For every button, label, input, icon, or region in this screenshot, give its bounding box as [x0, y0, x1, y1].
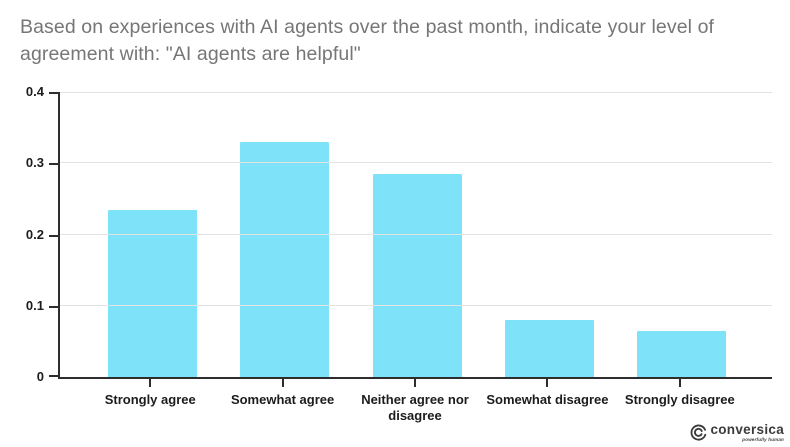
y-tick-label: 0.1: [25, 297, 44, 313]
bar: [107, 209, 197, 377]
gridline: [60, 162, 772, 164]
x-axis-labels: Strongly agree Somewhat agree Neither agre…: [84, 379, 746, 424]
x-tick-label-text: Neither agree nor disagree: [361, 392, 469, 423]
conversica-logo-tagline: powerfully human: [742, 437, 784, 442]
y-tick-label: 0.4: [25, 84, 44, 99]
gridline: [60, 92, 772, 93]
y-axis-tick: [49, 234, 58, 237]
gridline: [60, 233, 772, 235]
x-axis-tick: [414, 379, 417, 387]
y-tick-label: 0: [36, 369, 44, 384]
bar-slot: [218, 92, 350, 377]
bar: [240, 141, 330, 377]
conversica-logo-text: conversica: [710, 421, 784, 437]
x-axis-tick: [149, 379, 152, 387]
x-tick-label: Neither agree nor disagree: [349, 379, 481, 424]
x-axis-tick: [546, 379, 549, 387]
y-axis-tick: [49, 163, 58, 166]
chart-title: Based on experiences with AI agents over…: [20, 16, 715, 65]
x-tick-label: Strongly agree: [84, 379, 216, 408]
bar-slot: [483, 92, 615, 377]
bar-slot: [351, 92, 483, 377]
y-tick-label: 0.3: [25, 155, 44, 171]
bar-slot: [616, 92, 748, 377]
bar: [637, 330, 727, 377]
conversica-logo-icon: [691, 424, 707, 441]
y-axis-tick: [49, 92, 58, 94]
bar: [504, 320, 594, 377]
gridline: [60, 304, 772, 306]
x-tick-label: Somewhat disagree: [481, 379, 613, 408]
plot-area: [49, 92, 772, 379]
y-axis-tick: [49, 375, 58, 377]
bar-slot: [86, 92, 218, 377]
bars-row: [86, 92, 748, 377]
conversica-logo-text-wrap: conversica powerfully human: [710, 421, 784, 442]
x-tick-label: Somewhat agree: [216, 379, 348, 408]
conversica-logo: conversica powerfully human: [690, 421, 784, 442]
x-axis-tick: [281, 379, 284, 387]
x-tick-label-text: Strongly agree: [104, 392, 196, 407]
x-axis-tick: [678, 379, 681, 387]
x-tick-label: Strongly disagree: [614, 379, 746, 408]
x-tick-label-text: Somewhat agree: [230, 392, 335, 407]
x-tick-label-text: Strongly disagree: [624, 392, 735, 407]
x-tick-label-text: Somewhat disagree: [486, 392, 609, 407]
bar: [372, 173, 462, 377]
y-axis-tick: [49, 305, 58, 308]
y-tick-label: 0.2: [25, 226, 44, 242]
